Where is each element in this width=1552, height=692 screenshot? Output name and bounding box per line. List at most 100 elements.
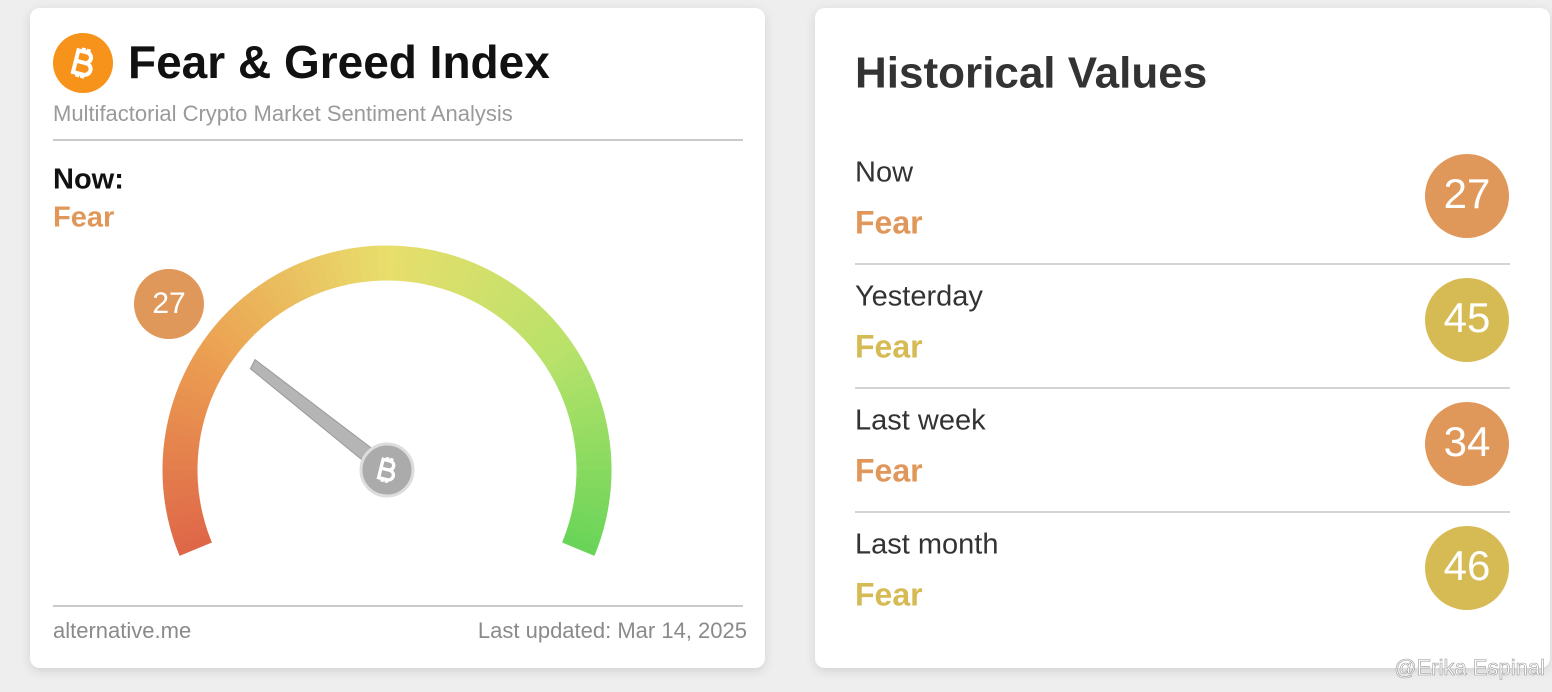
- value-badge-label: 45: [1444, 294, 1491, 341]
- gauge-arc: [242, 290, 273, 325]
- value-badge-label: 27: [152, 287, 185, 320]
- gauge-arc: [573, 494, 610, 511]
- gauge-arc: [179, 373, 216, 398]
- gauge-arc: [162, 476, 199, 490]
- last-updated: Last updated: Mar 14, 2025: [478, 618, 747, 643]
- value-badge: [1425, 402, 1509, 486]
- gauge-arc: [443, 255, 466, 293]
- gauge-arc: [235, 297, 267, 331]
- source: alternative.me: [53, 618, 191, 643]
- gauge-arc: [319, 252, 340, 290]
- gauge-arc: [283, 265, 309, 302]
- gauge-arc: [419, 248, 438, 286]
- gauge-arc: [575, 478, 612, 492]
- gauge-arc: [564, 526, 602, 549]
- gauge-arc: [274, 270, 301, 306]
- gauge-arc: [526, 318, 560, 350]
- row-label: Last week: [855, 405, 986, 437]
- gauge-arc: [258, 279, 287, 315]
- gauge-arc: [162, 448, 199, 462]
- row-label: Yesterday: [855, 281, 983, 313]
- gauge-arc: [292, 261, 316, 299]
- gauge-arc: [203, 332, 238, 362]
- gauge-arc: [228, 303, 261, 337]
- gauge-arc: [164, 429, 201, 446]
- row-label: Last month: [855, 529, 998, 561]
- gauge-arc: [481, 275, 509, 311]
- gauge-arc: [565, 393, 602, 415]
- gauge-arc: [172, 391, 210, 414]
- gauge-arc: [555, 366, 592, 392]
- value-badge-label: 27: [1444, 170, 1491, 217]
- title: Fear & Greed Index: [128, 36, 550, 88]
- value-badge-label: 34: [1444, 418, 1491, 465]
- row-status: Fear: [855, 452, 923, 488]
- hub-icon: [376, 456, 396, 484]
- gauge-arc: [508, 298, 540, 332]
- gauge-arc: [411, 247, 428, 284]
- gauge-arc: [567, 402, 605, 423]
- gauge-arc: [357, 246, 372, 283]
- gauge-arc: [514, 304, 547, 338]
- gauge: 27: [134, 245, 612, 556]
- now-status: Fear: [53, 202, 114, 234]
- gauge-arc: [221, 310, 255, 343]
- gauge-arc: [208, 324, 243, 355]
- row-status: Fear: [855, 576, 923, 612]
- gauge-arc: [367, 245, 381, 282]
- gauge-arc: [488, 280, 518, 316]
- gauge-arc: [176, 382, 213, 406]
- gauge-arc: [163, 485, 200, 500]
- gauge-arc: [183, 364, 220, 391]
- value-badge: [1425, 154, 1509, 238]
- gauge-arc: [574, 440, 611, 455]
- gauge-arc: [571, 502, 609, 521]
- gauge-arc: [301, 258, 324, 295]
- gauge-arc: [164, 493, 201, 509]
- gauge-arc: [427, 250, 447, 288]
- gauge-arc: [215, 317, 249, 349]
- gauge-arc: [562, 384, 599, 407]
- gauge-arc: [165, 419, 203, 438]
- row-label: Now: [855, 157, 914, 189]
- gauge-arc: [574, 486, 611, 501]
- gauge-arc: [310, 255, 332, 292]
- gauge-arc: [167, 410, 205, 430]
- history-title: Historical Values: [855, 49, 1207, 98]
- history-card: [815, 8, 1550, 668]
- gauge-arc: [435, 253, 457, 290]
- gauge-arc: [542, 341, 578, 370]
- gauge-arc: [520, 311, 554, 344]
- gauge-arc: [459, 262, 484, 299]
- gauge-arc: [172, 525, 209, 547]
- gauge-arc: [569, 510, 607, 530]
- gauge-arc: [532, 325, 567, 356]
- gauge-arc: [451, 259, 475, 296]
- gauge-arc: [187, 356, 224, 383]
- value-badge: [1425, 526, 1509, 610]
- gauge-arc: [197, 339, 233, 369]
- gauge-arc: [403, 246, 418, 283]
- gauge-arc: [575, 450, 612, 464]
- gauge-arc: [338, 248, 356, 286]
- gauge-arc: [192, 348, 228, 376]
- gauge-arc: [163, 439, 200, 454]
- gauge-arc: [537, 333, 572, 363]
- row-status: Fear: [855, 204, 923, 240]
- hub-icon-glyph: [376, 456, 396, 484]
- gauge-arc: [165, 501, 203, 519]
- gauge-arc: [167, 509, 204, 529]
- gauge-arc: [466, 266, 493, 303]
- gauge-arc: [570, 411, 607, 431]
- row-status: Fear: [855, 328, 923, 364]
- gauge-arc: [474, 270, 501, 307]
- gauge-arc: [573, 431, 610, 447]
- gauge-arc: [551, 357, 587, 384]
- gauge-arc: [495, 286, 525, 321]
- gauge-arc: [348, 247, 364, 284]
- gauge-arc: [266, 274, 294, 311]
- history-list: Now Fear 27 Yesterday Fear 45 Last week Fear 34 L…: [855, 154, 1510, 612]
- gauge-arc: [328, 250, 348, 287]
